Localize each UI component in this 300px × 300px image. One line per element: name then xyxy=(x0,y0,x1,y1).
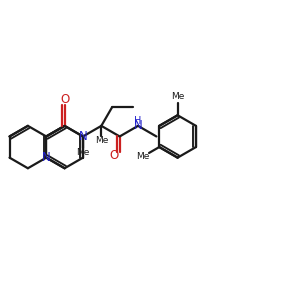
Text: Me: Me xyxy=(76,148,90,157)
Text: O: O xyxy=(60,93,69,106)
Text: N: N xyxy=(79,130,87,143)
Text: O: O xyxy=(110,149,119,162)
Text: N: N xyxy=(42,151,51,164)
Text: H: H xyxy=(134,116,142,126)
Text: Me: Me xyxy=(136,152,149,161)
Text: Me: Me xyxy=(94,136,108,145)
Text: N: N xyxy=(134,119,142,132)
Text: Me: Me xyxy=(171,92,184,100)
